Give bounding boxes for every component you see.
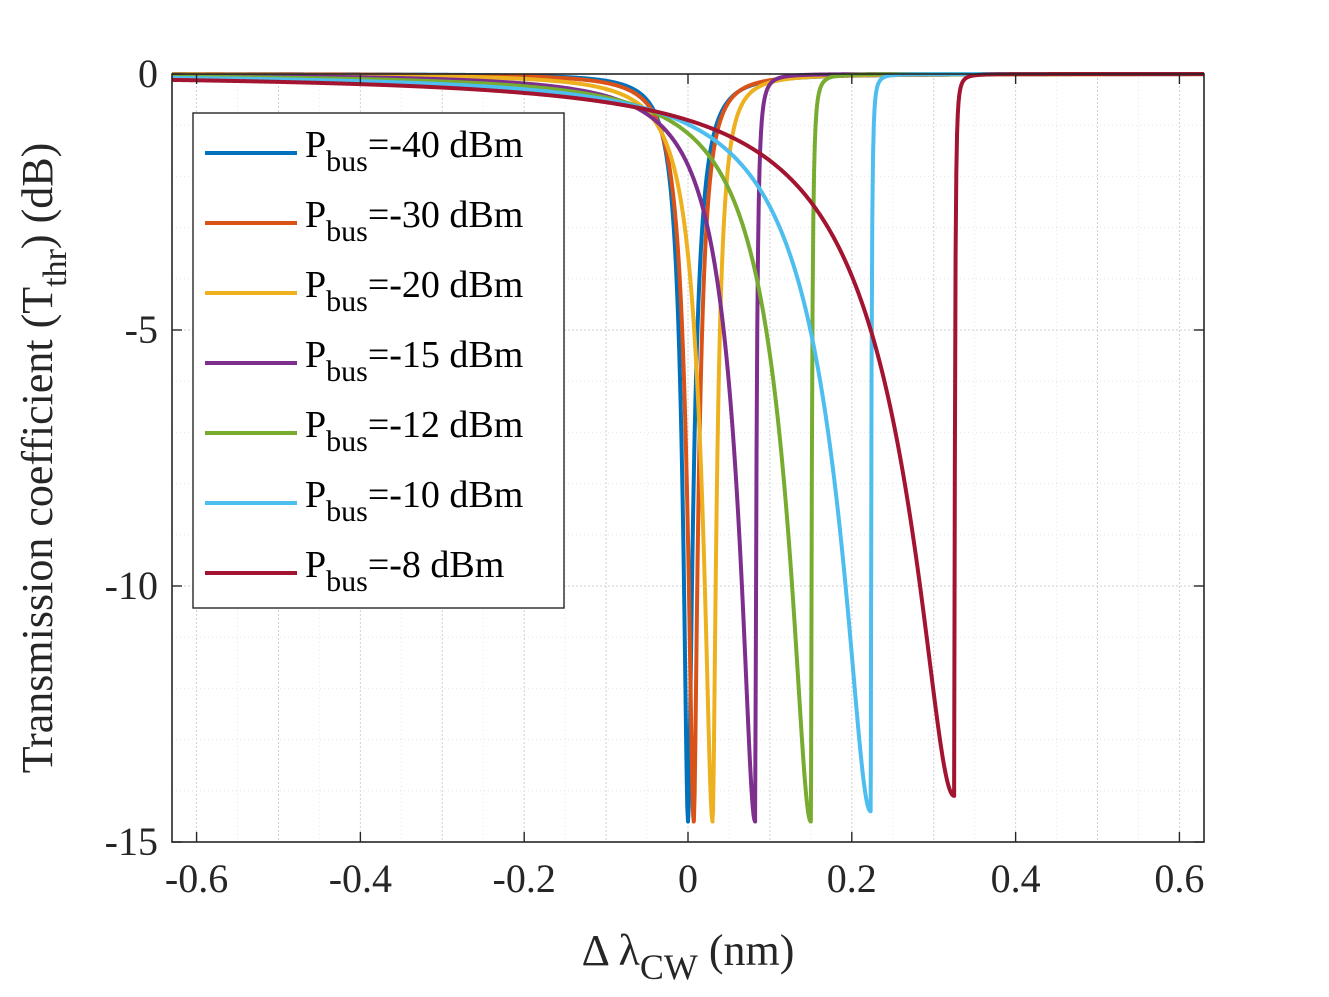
- axis-ticks: [172, 73, 1204, 843]
- y-tick-label: -10: [105, 563, 158, 608]
- x-tick-label: -0.6: [165, 856, 228, 901]
- x-tick-label: 0: [678, 856, 698, 901]
- x-tick-label: -0.2: [493, 856, 556, 901]
- y-tick-label: 0: [138, 51, 158, 96]
- x-tick-labels: -0.6 -0.4 -0.2 0 0.2 0.4 0.6: [165, 856, 1205, 901]
- legend-label: Pbus=-15 dBm: [305, 334, 523, 388]
- legend-box: [192, 112, 565, 609]
- x-tick-label: 0.4: [991, 856, 1041, 901]
- x-axis-label: Δ λCW (nm): [582, 926, 795, 987]
- legend-label: Pbus=-8 dBm: [305, 544, 504, 598]
- y-tick-label: -15: [105, 819, 158, 864]
- y-axis-label: Transmission coefficient (Tthr) (dB): [13, 143, 74, 773]
- x-tick-label: 0.2: [827, 856, 877, 901]
- legend-label: Pbus=-20 dBm: [305, 264, 523, 318]
- legend-label: Pbus=-12 dBm: [305, 404, 523, 458]
- x-tick-label: -0.4: [329, 856, 392, 901]
- y-tick-label: -5: [125, 307, 158, 352]
- y-tick-labels: 0 -5 -10 -15: [105, 51, 158, 864]
- x-tick-label: 0.6: [1154, 856, 1204, 901]
- legend: Pbus=-40 dBm Pbus=-30 dBm Pbus=-20 dBm Pbus…: [192, 112, 565, 609]
- legend-label: Pbus=-40 dBm: [305, 124, 523, 178]
- legend-label: Pbus=-10 dBm: [305, 474, 523, 528]
- legend-label: Pbus=-30 dBm: [305, 194, 523, 248]
